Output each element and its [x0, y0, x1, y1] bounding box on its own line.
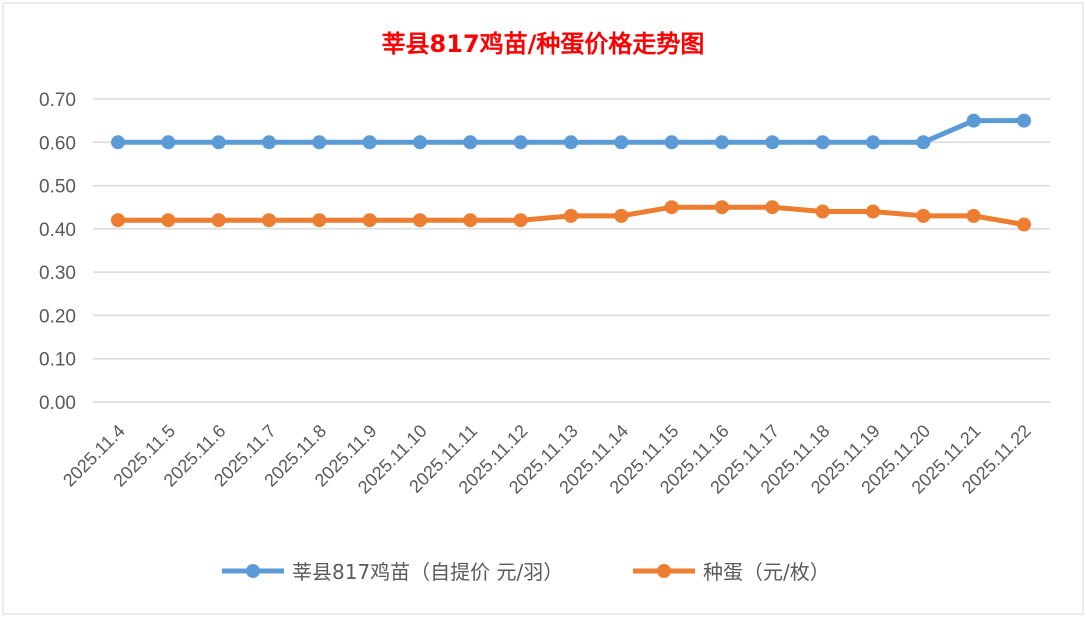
data-point — [866, 135, 880, 150]
data-point — [765, 135, 780, 150]
data-point — [715, 200, 729, 215]
data-point — [413, 135, 427, 150]
data-point — [815, 135, 830, 150]
data-point — [1017, 113, 1031, 128]
data-point — [513, 135, 528, 150]
data-point — [463, 213, 478, 228]
data-point — [715, 135, 729, 150]
legend-item: 种蛋（元/枚） — [633, 560, 830, 584]
data-point — [463, 135, 478, 150]
data-point — [765, 200, 780, 215]
data-point — [866, 204, 880, 219]
data-point — [312, 213, 327, 228]
data-point — [111, 135, 125, 150]
y-tick-label: 0.40 — [39, 220, 76, 241]
data-point — [916, 135, 931, 150]
data-point — [362, 213, 377, 228]
data-point — [614, 208, 629, 223]
y-tick-label: 0.50 — [39, 177, 76, 198]
chart-title: 莘县817鸡苗/种蛋价格走势图 — [382, 30, 705, 58]
legend-label: 种蛋（元/枚） — [703, 560, 830, 584]
y-tick-label: 0.00 — [39, 393, 76, 414]
y-tick-label: 0.70 — [39, 90, 76, 111]
data-point — [262, 135, 276, 150]
data-point — [161, 135, 176, 150]
y-tick-label: 0.20 — [39, 306, 76, 327]
data-point — [916, 208, 931, 223]
data-point — [564, 135, 578, 150]
data-point — [564, 208, 578, 223]
data-point — [111, 213, 125, 228]
data-point — [362, 135, 377, 150]
legend-marker — [246, 564, 260, 578]
data-point — [614, 135, 629, 150]
legend-label: 莘县817鸡苗（自提价 元/羽） — [292, 560, 563, 584]
y-tick-label: 0.10 — [39, 350, 76, 371]
data-point — [966, 208, 981, 223]
data-point — [815, 204, 830, 219]
data-point — [211, 135, 226, 150]
data-point — [161, 213, 176, 228]
data-point — [262, 213, 276, 228]
data-point — [513, 213, 528, 228]
legend-item: 莘县817鸡苗（自提价 元/羽） — [222, 560, 563, 584]
legend-marker — [657, 564, 671, 578]
y-tick-label: 0.60 — [39, 133, 76, 154]
data-point — [664, 135, 679, 150]
data-point — [966, 113, 981, 128]
y-tick-label: 0.30 — [39, 263, 76, 284]
data-point — [312, 135, 327, 150]
data-point — [1017, 217, 1031, 232]
data-point — [211, 213, 226, 228]
data-point — [664, 200, 679, 215]
data-point — [413, 213, 427, 228]
